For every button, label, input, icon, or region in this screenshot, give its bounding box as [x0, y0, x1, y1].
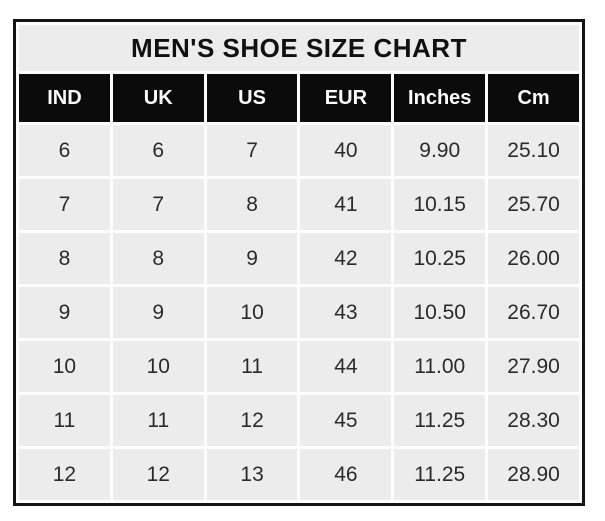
table-cell: 10.15: [394, 179, 486, 230]
table-cell: 11.25: [394, 395, 486, 446]
table-cell: 11: [19, 395, 110, 446]
column-header-inches: Inches: [394, 74, 486, 122]
table-cell: 11: [112, 395, 204, 446]
table-cell: 10.50: [394, 287, 486, 338]
table-cell: 11: [206, 341, 298, 392]
column-header-uk: UK: [112, 74, 204, 122]
title-row: MEN'S SHOE SIZE CHART: [19, 25, 579, 71]
table-cell: 9: [19, 287, 110, 338]
table-cell: 7: [112, 179, 204, 230]
table-cell: 7: [206, 125, 298, 176]
table-cell: 6: [19, 125, 110, 176]
table-cell: 11.00: [394, 341, 486, 392]
table-row: 10 10 11 44 11.00 27.90: [19, 341, 579, 392]
table-cell: 45: [300, 395, 392, 446]
table-cell: 6: [112, 125, 204, 176]
table-cell: 13: [206, 449, 298, 500]
table-cell: 44: [300, 341, 392, 392]
table-cell: 42: [300, 233, 392, 284]
table-cell: 25.70: [488, 179, 579, 230]
table-cell: 43: [300, 287, 392, 338]
table-cell: 9.90: [394, 125, 486, 176]
table-cell: 8: [19, 233, 110, 284]
table-cell: 26.70: [488, 287, 579, 338]
shoe-size-chart: MEN'S SHOE SIZE CHART IND UK US EUR Inch…: [13, 19, 585, 506]
table-row: 12 12 13 46 11.25 28.90: [19, 449, 579, 500]
table-cell: 12: [206, 395, 298, 446]
table-cell: 40: [300, 125, 392, 176]
column-header-us: US: [206, 74, 298, 122]
table-cell: 9: [112, 287, 204, 338]
header-row: IND UK US EUR Inches Cm: [19, 74, 579, 122]
table-cell: 9: [206, 233, 298, 284]
column-header-ind: IND: [19, 74, 110, 122]
page-title: MEN'S SHOE SIZE CHART: [19, 25, 579, 71]
table-cell: 26.00: [488, 233, 579, 284]
table-cell: 7: [19, 179, 110, 230]
table-cell: 25.10: [488, 125, 579, 176]
column-header-eur: EUR: [300, 74, 392, 122]
table-cell: 10.25: [394, 233, 486, 284]
table-cell: 41: [300, 179, 392, 230]
table-cell: 11.25: [394, 449, 486, 500]
table-cell: 10: [19, 341, 110, 392]
table-row: 9 9 10 43 10.50 26.70: [19, 287, 579, 338]
table-row: 7 7 8 41 10.15 25.70: [19, 179, 579, 230]
table-cell: 10: [112, 341, 204, 392]
table-cell: 12: [19, 449, 110, 500]
column-header-cm: Cm: [488, 74, 579, 122]
table-cell: 10: [206, 287, 298, 338]
table-cell: 28.30: [488, 395, 579, 446]
table-row: 8 8 9 42 10.25 26.00: [19, 233, 579, 284]
table-cell: 27.90: [488, 341, 579, 392]
table-row: 11 11 12 45 11.25 28.30: [19, 395, 579, 446]
table-row: 6 6 7 40 9.90 25.10: [19, 125, 579, 176]
table-cell: 28.90: [488, 449, 579, 500]
table-cell: 12: [112, 449, 204, 500]
table-cell: 46: [300, 449, 392, 500]
table-cell: 8: [112, 233, 204, 284]
table-cell: 8: [206, 179, 298, 230]
